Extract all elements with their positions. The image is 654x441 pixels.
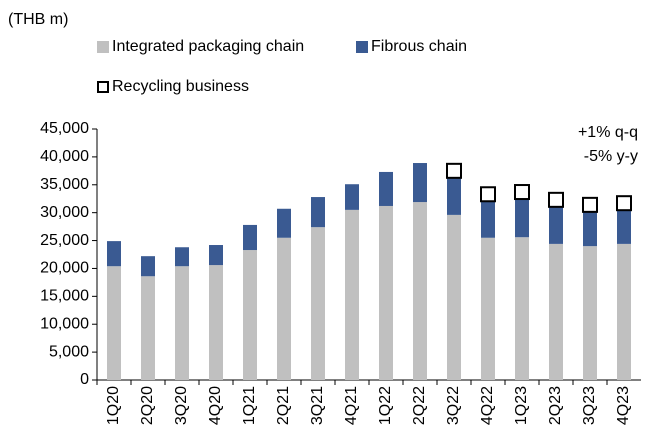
bar: [141, 276, 155, 380]
y-tick-label: 25,000: [40, 232, 89, 249]
annotation: -5% y-y: [584, 148, 638, 165]
marker: [548, 191, 564, 208]
y-tick-label: 20,000: [40, 260, 89, 277]
bar: [413, 163, 427, 203]
bar: [583, 246, 597, 380]
x-tick-label: 2Q22: [411, 386, 428, 425]
x-tick-label: 1Q23: [513, 386, 530, 425]
bar: [583, 208, 597, 247]
legend-swatch: [97, 81, 109, 93]
y-tick-label: 15,000: [40, 288, 89, 305]
bar: [617, 207, 631, 244]
x-tick-label: 4Q22: [479, 386, 496, 425]
x-tick-label: 3Q21: [309, 386, 326, 425]
x-tick-label: 4Q23: [615, 386, 632, 425]
bar: [107, 266, 121, 380]
x-tick-label: 4Q20: [207, 386, 224, 425]
bar: [345, 184, 359, 210]
x-tick-label: 2Q20: [139, 386, 156, 425]
legend-label: Integrated packaging chain: [112, 38, 304, 55]
bar: [447, 214, 461, 380]
y-tick-label: 45,000: [40, 120, 89, 137]
marker: [514, 184, 530, 201]
bar: [617, 243, 631, 380]
bar: [447, 176, 461, 215]
unit-label: (THB m): [8, 11, 68, 28]
y-tick-label: 30,000: [40, 204, 89, 221]
annotation: +1% q-q: [578, 124, 638, 141]
legend-swatch: [97, 41, 109, 53]
bar: [209, 245, 223, 266]
bar: [515, 195, 529, 238]
legend-label: Recycling business: [112, 78, 249, 95]
y-tick-label: 10,000: [40, 315, 89, 332]
legend-swatch: [356, 41, 368, 53]
x-tick-label: 4Q21: [343, 386, 360, 425]
bar: [379, 171, 393, 206]
bar: [481, 197, 495, 238]
bar: [549, 243, 563, 380]
marker: [616, 195, 632, 212]
bar: [243, 250, 257, 380]
y-tick-label: 35,000: [40, 176, 89, 193]
x-tick-label: 3Q20: [173, 386, 190, 425]
legend-label: Fibrous chain: [371, 38, 467, 55]
y-tick-label: 0: [80, 371, 89, 388]
bar: [413, 202, 427, 380]
bar: [345, 209, 359, 380]
x-tick-label: 3Q22: [445, 386, 462, 425]
y-tick-label: 40,000: [40, 148, 89, 165]
bar: [481, 237, 495, 380]
bar: [175, 266, 189, 380]
x-tick-label: 1Q22: [377, 386, 394, 425]
bar: [277, 237, 291, 380]
x-tick-label: 3Q23: [581, 386, 598, 425]
marker: [446, 162, 462, 179]
x-tick-label: 2Q21: [275, 386, 292, 425]
x-tick-label: 1Q20: [105, 386, 122, 425]
bar: [277, 208, 291, 238]
bar: [515, 237, 529, 380]
bar: [141, 256, 155, 277]
y-tick-label: 5,000: [49, 343, 89, 360]
x-tick-label: 2Q23: [547, 386, 564, 425]
marker: [582, 196, 598, 213]
marker: [480, 186, 496, 203]
bar: [311, 197, 325, 228]
bar: [243, 224, 257, 251]
x-tick-label: 1Q21: [241, 386, 258, 425]
bar: [175, 247, 189, 267]
bar: [107, 241, 121, 267]
bar: [311, 227, 325, 380]
bar: [549, 203, 563, 244]
bar: [379, 205, 393, 380]
bar: [209, 265, 223, 380]
